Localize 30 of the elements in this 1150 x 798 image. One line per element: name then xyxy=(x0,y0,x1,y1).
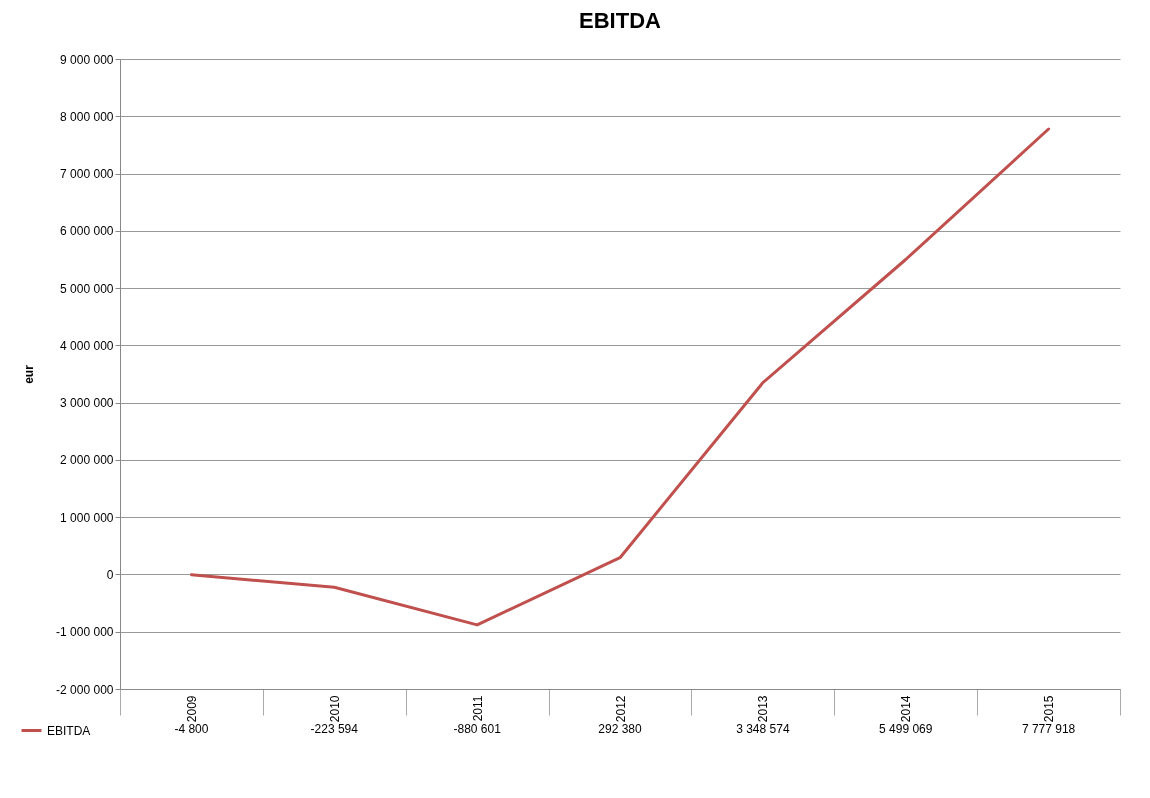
data-label: -4 800 xyxy=(174,722,209,736)
y-tick-label: 9 000 000 xyxy=(60,52,114,67)
y-axis-title: eur xyxy=(22,364,37,384)
legend-label: EBITDA xyxy=(47,723,91,738)
y-tick-label: 1 000 000 xyxy=(60,510,114,525)
x-tick-label: 2012 xyxy=(613,695,628,723)
line-series xyxy=(189,127,1051,627)
y-tick-label: 8 000 000 xyxy=(60,109,114,124)
x-tick-label: 2013 xyxy=(756,695,771,723)
x-tick-label: 2009 xyxy=(184,695,199,723)
y-tick-label: 7 000 000 xyxy=(60,167,114,182)
y-tick-label: 4 000 000 xyxy=(60,338,114,353)
data-label: -880 601 xyxy=(453,722,502,736)
x-tick-label: 2015 xyxy=(1042,695,1057,723)
x-tick-label: 2010 xyxy=(327,695,342,723)
chart-title: EBITDA xyxy=(579,8,662,33)
y-tick-label: 0 xyxy=(106,567,114,582)
x-tick-label: 2014 xyxy=(899,695,914,723)
y-tick-label: 6 000 000 xyxy=(60,224,114,239)
y-tick-label: -1 000 000 xyxy=(56,625,114,640)
x-tick-label: 2011 xyxy=(470,695,485,722)
y-tick-label: -2 000 000 xyxy=(56,682,114,697)
data-label: 292 380 xyxy=(598,722,643,736)
data-label: 7 777 918 xyxy=(1021,722,1076,736)
data-label: 5 499 069 xyxy=(879,722,933,736)
data-label: -223 594 xyxy=(310,722,359,736)
y-tick-label: 5 000 000 xyxy=(60,281,114,296)
y-tick-label: 2 000 000 xyxy=(60,453,114,468)
data-label: 3 348 574 xyxy=(736,722,790,736)
y-tick-label: 3 000 000 xyxy=(60,396,114,411)
